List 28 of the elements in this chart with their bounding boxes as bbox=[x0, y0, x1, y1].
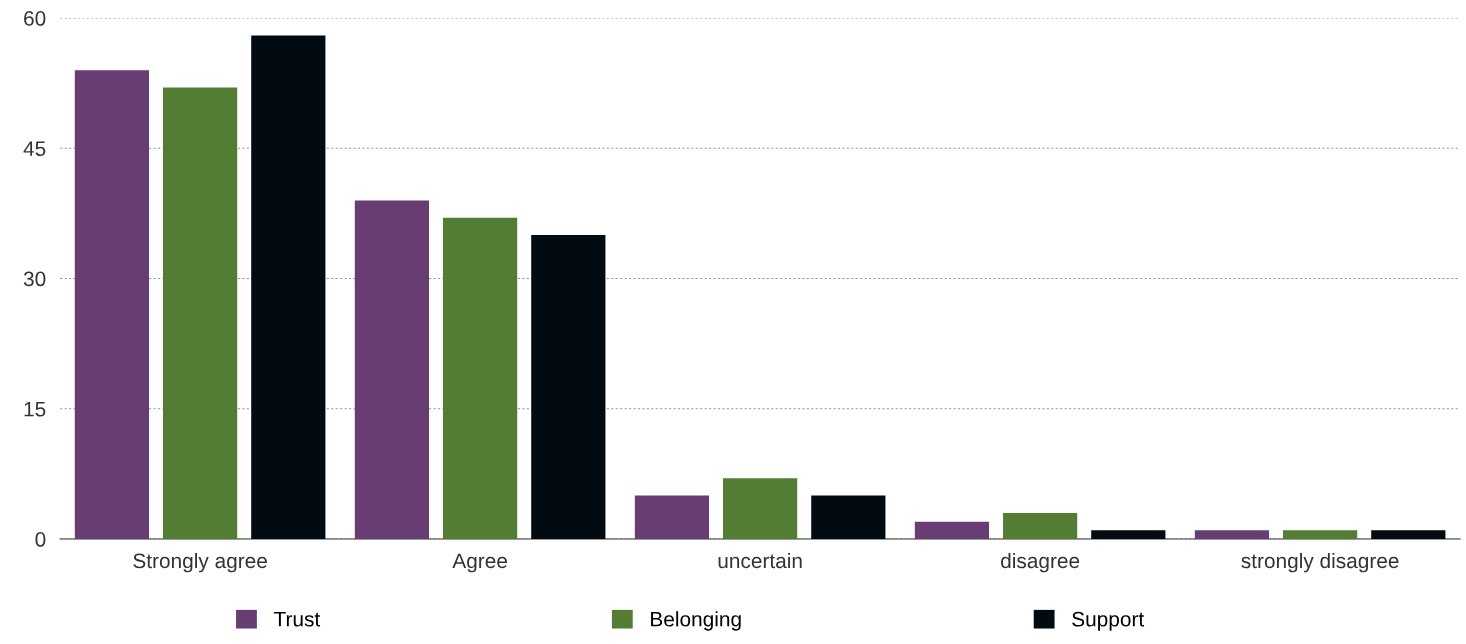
x-tick-label: strongly disagree bbox=[1241, 552, 1399, 573]
y-tick-label: 0 bbox=[35, 532, 46, 547]
bar bbox=[163, 87, 238, 540]
legend-label: Belonging bbox=[651, 611, 741, 631]
legend-label: Trust bbox=[274, 612, 321, 627]
x-tick-label: Agree bbox=[452, 553, 507, 573]
legend-label: Support bbox=[1072, 611, 1145, 631]
bar bbox=[1283, 530, 1358, 540]
bar bbox=[443, 217, 518, 540]
y-tick-label: 60 bbox=[24, 11, 46, 26]
bar bbox=[354, 200, 430, 540]
bar bbox=[1091, 530, 1166, 540]
x-tick-label: Strongly agree bbox=[133, 552, 267, 573]
x-tick-label: uncertain bbox=[718, 552, 802, 569]
bar bbox=[1003, 512, 1078, 540]
bar bbox=[1371, 530, 1446, 540]
bar bbox=[531, 235, 606, 540]
y-tick-label: 45 bbox=[23, 141, 46, 157]
bar bbox=[74, 70, 150, 540]
bar bbox=[1194, 530, 1270, 540]
bar bbox=[634, 495, 710, 540]
bar bbox=[914, 521, 990, 540]
bar bbox=[723, 478, 798, 540]
bar bbox=[811, 495, 886, 540]
y-tick-label: 15 bbox=[24, 402, 46, 417]
y-tick-label: 30 bbox=[23, 271, 46, 287]
bar bbox=[251, 35, 326, 540]
x-tick-label: disagree bbox=[1001, 552, 1080, 573]
